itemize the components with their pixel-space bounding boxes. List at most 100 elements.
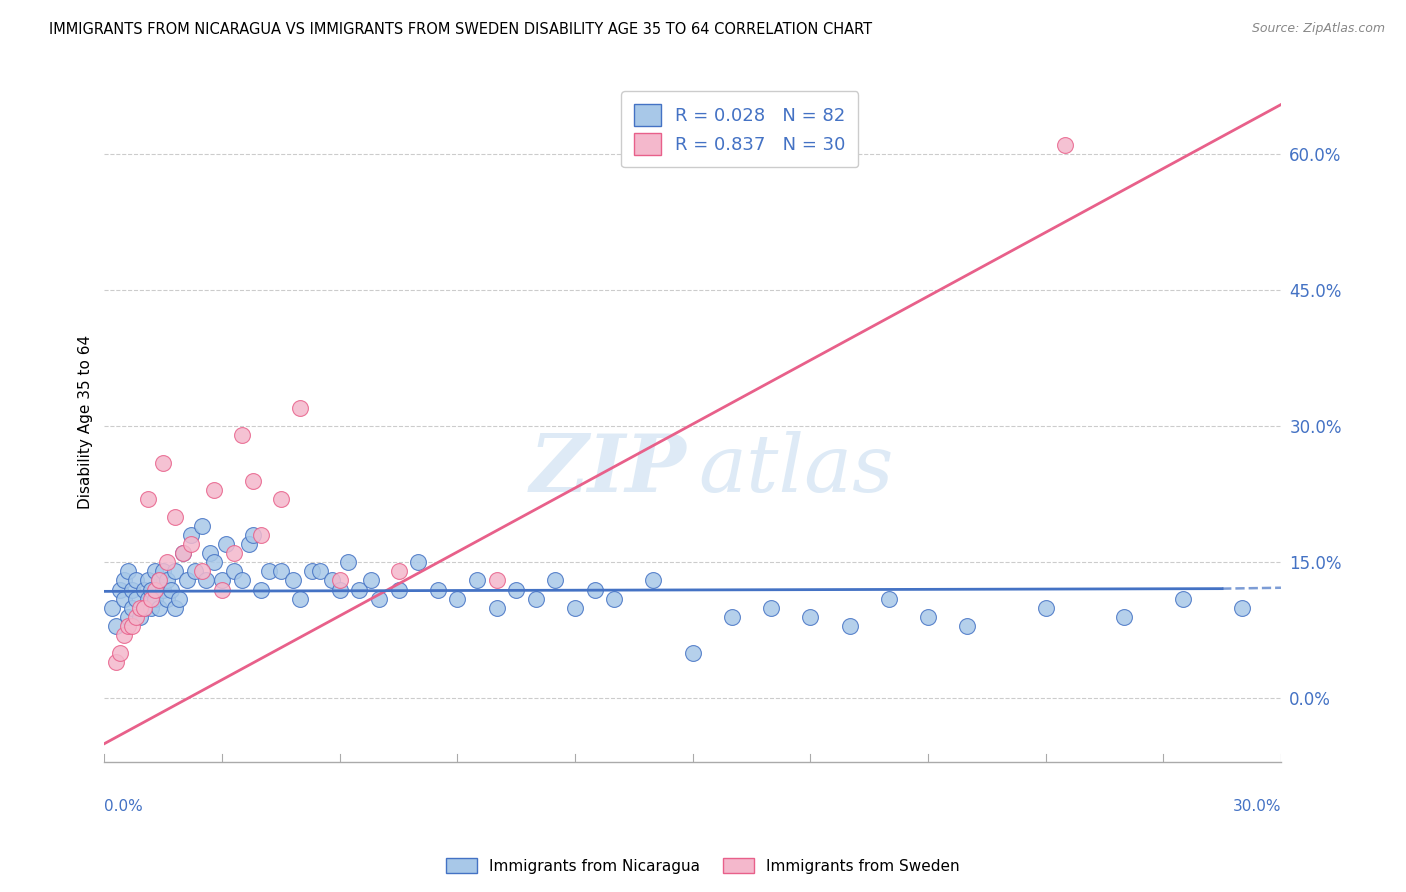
Point xyxy=(446,591,468,606)
Point xyxy=(101,600,124,615)
Point xyxy=(281,574,304,588)
Point xyxy=(956,619,979,633)
Point xyxy=(128,609,150,624)
Point xyxy=(180,528,202,542)
Point xyxy=(136,591,159,606)
Point xyxy=(156,555,179,569)
Text: 0.0%: 0.0% xyxy=(104,799,143,814)
Point xyxy=(270,491,292,506)
Point xyxy=(108,646,131,660)
Point xyxy=(917,609,939,624)
Point xyxy=(682,646,704,660)
Legend: R = 0.028   N = 82, R = 0.837   N = 30: R = 0.028 N = 82, R = 0.837 N = 30 xyxy=(621,91,858,168)
Point xyxy=(1035,600,1057,615)
Point xyxy=(250,528,273,542)
Point xyxy=(242,474,264,488)
Legend: Immigrants from Nicaragua, Immigrants from Sweden: Immigrants from Nicaragua, Immigrants fr… xyxy=(440,852,966,880)
Point xyxy=(1230,600,1253,615)
Point xyxy=(156,574,179,588)
Point xyxy=(145,591,167,606)
Point xyxy=(108,582,131,597)
Point xyxy=(290,591,312,606)
Point xyxy=(877,591,900,606)
Point xyxy=(141,600,163,615)
Text: Source: ZipAtlas.com: Source: ZipAtlas.com xyxy=(1251,22,1385,36)
Point xyxy=(387,582,409,597)
Point xyxy=(321,574,343,588)
Point xyxy=(180,537,202,551)
Point xyxy=(145,582,167,597)
Point xyxy=(163,510,186,524)
Point xyxy=(136,574,159,588)
Point xyxy=(564,600,586,615)
Point xyxy=(1054,138,1077,153)
Point xyxy=(125,609,148,624)
Point xyxy=(148,600,170,615)
Point xyxy=(117,609,139,624)
Point xyxy=(195,574,218,588)
Point xyxy=(200,546,222,560)
Point xyxy=(367,591,389,606)
Point xyxy=(112,574,135,588)
Point xyxy=(290,401,312,416)
Point xyxy=(163,600,186,615)
Point xyxy=(426,582,449,597)
Point xyxy=(117,619,139,633)
Point xyxy=(160,582,183,597)
Point xyxy=(156,591,179,606)
Point xyxy=(238,537,260,551)
Point xyxy=(145,565,167,579)
Y-axis label: Disability Age 35 to 64: Disability Age 35 to 64 xyxy=(79,334,93,509)
Point xyxy=(141,582,163,597)
Point xyxy=(105,619,128,633)
Point xyxy=(112,591,135,606)
Text: IMMIGRANTS FROM NICARAGUA VS IMMIGRANTS FROM SWEDEN DISABILITY AGE 35 TO 64 CORR: IMMIGRANTS FROM NICARAGUA VS IMMIGRANTS … xyxy=(49,22,872,37)
Point xyxy=(222,546,245,560)
Point xyxy=(257,565,280,579)
Point xyxy=(172,546,194,560)
Point xyxy=(121,600,143,615)
Point xyxy=(242,528,264,542)
Point xyxy=(544,574,567,588)
Point xyxy=(222,565,245,579)
Point xyxy=(336,555,359,569)
Point xyxy=(132,582,155,597)
Text: 30.0%: 30.0% xyxy=(1233,799,1281,814)
Point xyxy=(191,565,214,579)
Point xyxy=(152,565,174,579)
Text: atlas: atlas xyxy=(699,431,894,508)
Point xyxy=(1171,591,1194,606)
Point xyxy=(505,582,527,597)
Point xyxy=(172,546,194,560)
Point xyxy=(167,591,190,606)
Point xyxy=(485,600,508,615)
Point xyxy=(270,565,292,579)
Point xyxy=(121,582,143,597)
Point xyxy=(202,483,225,497)
Point xyxy=(152,456,174,470)
Point xyxy=(349,582,371,597)
Point xyxy=(148,574,170,588)
Point xyxy=(183,565,205,579)
Point xyxy=(191,519,214,533)
Point xyxy=(125,574,148,588)
Point xyxy=(799,609,821,624)
Point xyxy=(211,574,233,588)
Point xyxy=(152,582,174,597)
Point xyxy=(1112,609,1135,624)
Point xyxy=(136,491,159,506)
Point xyxy=(105,655,128,669)
Point xyxy=(309,565,332,579)
Point xyxy=(125,591,148,606)
Point xyxy=(231,574,253,588)
Point xyxy=(387,565,409,579)
Point xyxy=(406,555,429,569)
Point xyxy=(643,574,665,588)
Point xyxy=(121,619,143,633)
Point xyxy=(721,609,744,624)
Point xyxy=(838,619,860,633)
Point xyxy=(128,600,150,615)
Point xyxy=(202,555,225,569)
Text: ZIP: ZIP xyxy=(530,431,686,508)
Point xyxy=(759,600,782,615)
